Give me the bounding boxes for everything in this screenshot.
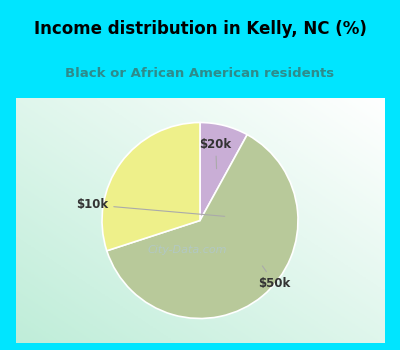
Wedge shape bbox=[200, 122, 247, 220]
Text: Income distribution in Kelly, NC (%): Income distribution in Kelly, NC (%) bbox=[34, 20, 366, 38]
Wedge shape bbox=[102, 122, 200, 251]
Text: Black or African American residents: Black or African American residents bbox=[66, 67, 334, 80]
Text: City-Data.com: City-Data.com bbox=[148, 245, 228, 255]
Text: $50k: $50k bbox=[258, 266, 291, 290]
Wedge shape bbox=[107, 135, 298, 318]
Text: $10k: $10k bbox=[76, 198, 225, 216]
Text: $20k: $20k bbox=[200, 138, 232, 169]
